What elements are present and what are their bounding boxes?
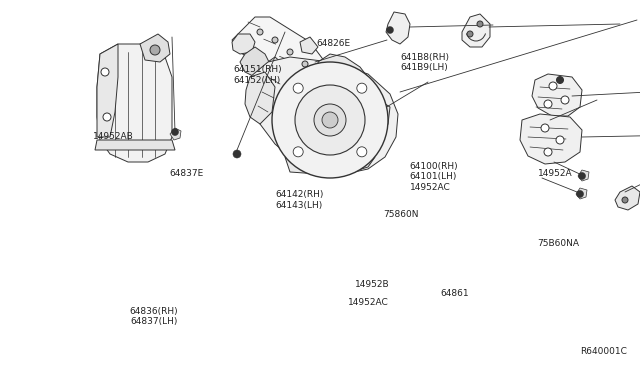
Circle shape — [150, 45, 160, 55]
Polygon shape — [240, 47, 270, 77]
Text: 64826E: 64826E — [317, 39, 351, 48]
Circle shape — [577, 190, 584, 198]
Circle shape — [387, 26, 394, 33]
Circle shape — [172, 128, 179, 135]
Text: 641B8(RH)
641B9(LH): 641B8(RH) 641B9(LH) — [400, 53, 449, 72]
Circle shape — [293, 83, 303, 93]
Polygon shape — [520, 114, 582, 164]
Polygon shape — [335, 102, 390, 162]
Polygon shape — [318, 54, 370, 92]
Circle shape — [357, 147, 367, 157]
Circle shape — [541, 124, 549, 132]
Text: R640001C: R640001C — [580, 347, 627, 356]
Polygon shape — [576, 188, 587, 199]
Polygon shape — [462, 14, 490, 47]
Polygon shape — [245, 72, 275, 124]
Circle shape — [467, 31, 473, 37]
Circle shape — [293, 147, 303, 157]
Polygon shape — [532, 74, 582, 116]
Polygon shape — [170, 128, 181, 140]
Text: 14952AC: 14952AC — [348, 298, 388, 307]
Circle shape — [544, 100, 552, 108]
Text: 75860N: 75860N — [383, 210, 418, 219]
Text: 64837E: 64837E — [170, 169, 204, 178]
Circle shape — [272, 62, 388, 178]
Text: 64836(RH)
64837(LH): 64836(RH) 64837(LH) — [129, 307, 178, 326]
Polygon shape — [95, 140, 175, 150]
Circle shape — [257, 29, 263, 35]
Polygon shape — [265, 57, 283, 72]
Text: 64151(RH)
64152(LH): 64151(RH) 64152(LH) — [234, 65, 282, 84]
Circle shape — [302, 61, 308, 67]
Circle shape — [287, 49, 293, 55]
Circle shape — [557, 77, 563, 83]
Text: 14952A: 14952A — [538, 169, 572, 178]
Polygon shape — [578, 170, 589, 181]
Circle shape — [103, 113, 111, 121]
Circle shape — [579, 173, 586, 180]
Circle shape — [101, 68, 109, 76]
Polygon shape — [97, 44, 118, 137]
Text: 14952AB: 14952AB — [93, 132, 134, 141]
Text: 75B60NA: 75B60NA — [538, 239, 580, 248]
Circle shape — [549, 82, 557, 90]
Text: 14952B: 14952B — [355, 280, 390, 289]
Polygon shape — [140, 34, 170, 62]
Circle shape — [233, 150, 241, 158]
Polygon shape — [232, 34, 255, 54]
Polygon shape — [386, 12, 410, 44]
Circle shape — [622, 197, 628, 203]
Circle shape — [544, 148, 552, 156]
Circle shape — [272, 37, 278, 43]
Text: 64142(RH)
64143(LH): 64142(RH) 64143(LH) — [275, 190, 324, 210]
Text: 64100(RH)
64101(LH)
14952AC: 64100(RH) 64101(LH) 14952AC — [410, 162, 458, 192]
Circle shape — [556, 136, 564, 144]
Circle shape — [561, 96, 569, 104]
Circle shape — [314, 104, 346, 136]
Polygon shape — [615, 186, 640, 210]
Polygon shape — [232, 17, 325, 87]
Circle shape — [477, 21, 483, 27]
Polygon shape — [285, 154, 375, 174]
Circle shape — [295, 85, 365, 155]
Polygon shape — [97, 44, 172, 162]
Text: 64861: 64861 — [440, 289, 469, 298]
Polygon shape — [300, 37, 318, 54]
Circle shape — [357, 83, 367, 93]
Circle shape — [322, 112, 338, 128]
Polygon shape — [248, 57, 398, 174]
